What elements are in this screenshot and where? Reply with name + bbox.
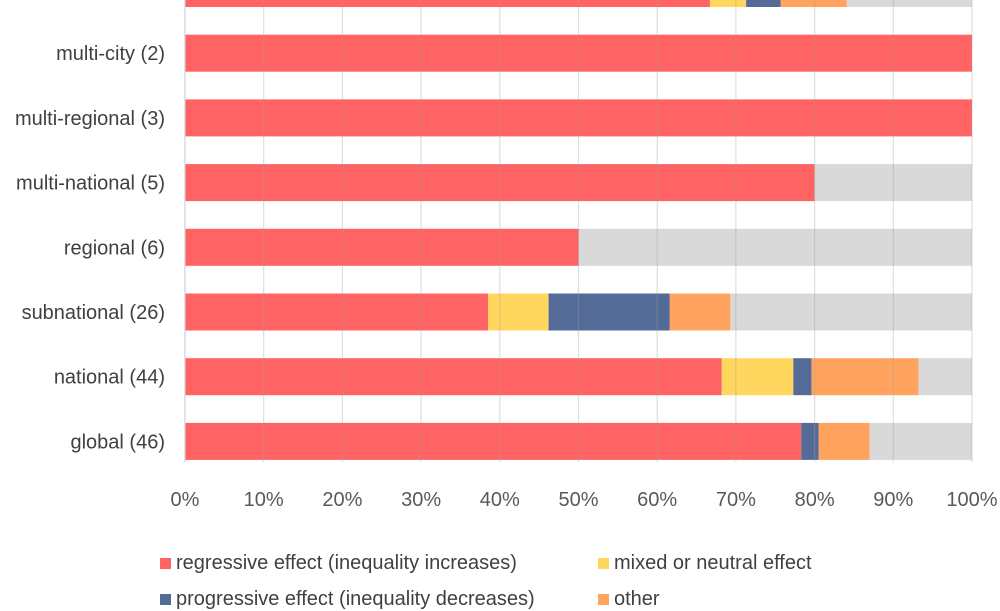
category-label: multi-national (5) (16, 173, 165, 195)
bar-segment (185, 34, 972, 72)
bar-segment (918, 358, 972, 396)
bar-segment (709, 0, 747, 7)
category-label: subnational (26) (22, 302, 165, 324)
legend-swatch (160, 558, 171, 569)
bar-segment (814, 164, 972, 202)
x-tick-label: 0% (171, 489, 200, 511)
legend-swatch (598, 558, 609, 569)
category-label: national (44) (54, 367, 165, 389)
x-tick-label: 30% (401, 489, 441, 511)
x-tick-label: 20% (322, 489, 362, 511)
category-label: regional (6) (64, 237, 165, 259)
bar-segment (578, 228, 972, 266)
x-tick-label: 70% (716, 489, 756, 511)
bar-segment (869, 422, 972, 460)
bar-segment (793, 358, 812, 396)
bar-segment (780, 0, 847, 7)
bar-segment (801, 422, 819, 460)
bar-segment (487, 293, 549, 331)
bar-segment (185, 422, 802, 460)
bar-segment (185, 293, 488, 331)
x-tick-label: 80% (795, 489, 835, 511)
bar-segment (811, 358, 919, 396)
bar-segment (818, 422, 870, 460)
gridlines-layer (184, 0, 973, 462)
bar-segment (730, 293, 972, 331)
category-label: multi-city (2) (56, 43, 165, 65)
x-tick-label: 100% (946, 489, 997, 511)
bars-layer (185, 0, 972, 460)
bar-segment (185, 164, 815, 202)
category-label: global (46) (70, 431, 165, 453)
legend-item-mixed: mixed or neutral effect (598, 552, 812, 575)
bar-segment (721, 358, 794, 396)
category-labels: multi-city (2) multi-regional (3) multi-na… (15, 43, 165, 453)
bar-segment (548, 293, 670, 331)
x-axis-tick-labels: 0% 10% 20% 30% 40% 50% 60% 70% 80% 90% 100% (171, 489, 998, 511)
x-tick-label: 40% (480, 489, 520, 511)
category-label: multi-regional (3) (15, 108, 165, 130)
bar-segment (746, 0, 781, 7)
x-tick-label: 50% (558, 489, 598, 511)
x-tick-label: 10% (244, 489, 284, 511)
legend-label: regressive effect (inequality increases) (176, 552, 517, 574)
bar-segment (185, 0, 710, 7)
bar-segment (669, 293, 731, 331)
legend-item-regressive: regressive effect (inequality increases) (160, 552, 517, 575)
bar-segment (846, 0, 972, 7)
bar-segment (185, 228, 579, 266)
bar-segment (185, 358, 722, 396)
x-tick-label: 60% (637, 489, 677, 511)
legend-label: mixed or neutral effect (614, 552, 812, 574)
x-tick-label: 90% (873, 489, 913, 511)
bar-segment (185, 99, 972, 137)
